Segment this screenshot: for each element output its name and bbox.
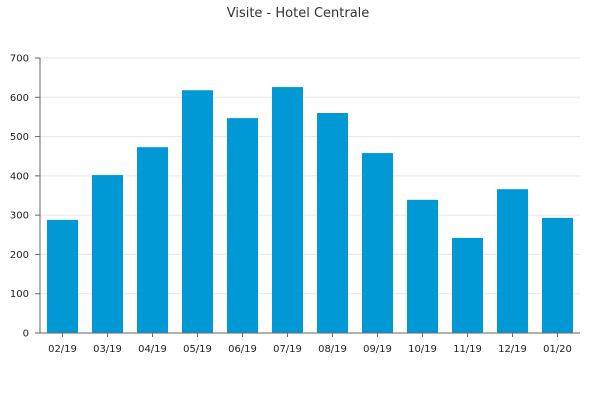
y-tick-label: 700 bbox=[10, 54, 29, 65]
bar-04-19 bbox=[137, 147, 168, 333]
bar-03-19 bbox=[92, 175, 123, 333]
bar-12-19 bbox=[497, 189, 528, 333]
bar-07-19 bbox=[272, 87, 303, 333]
y-axis-tick-labels: 0 100 200 300 400 500 600 700 bbox=[10, 54, 29, 340]
bar-02-19 bbox=[47, 219, 78, 333]
y-tick-label: 100 bbox=[10, 289, 29, 300]
x-tick-label: 10/19 bbox=[408, 344, 437, 355]
x-tick-label: 01/20 bbox=[543, 344, 572, 355]
x-tick-label: 07/19 bbox=[273, 344, 302, 355]
bars bbox=[47, 87, 573, 333]
y-tick-label: 400 bbox=[10, 171, 29, 182]
x-tick-label: 02/19 bbox=[48, 344, 77, 355]
bar-06-19 bbox=[227, 118, 258, 333]
y-tick-label: 600 bbox=[10, 93, 29, 104]
bar-01-20 bbox=[542, 217, 573, 333]
gridlines bbox=[40, 57, 580, 295]
y-tick-label: 300 bbox=[10, 211, 29, 222]
axes bbox=[35, 57, 580, 337]
y-tick-label: 0 bbox=[23, 329, 29, 340]
y-tick-label: 200 bbox=[10, 250, 29, 261]
x-axis-tick-labels: 02/19 03/19 04/19 05/19 06/19 07/19 08/19 09/19… bbox=[48, 344, 572, 355]
bar-10-19 bbox=[407, 199, 438, 333]
x-tick-label: 06/19 bbox=[228, 344, 257, 355]
x-tick-label: 04/19 bbox=[138, 344, 167, 355]
y-tick-label: 500 bbox=[10, 132, 29, 143]
x-tick-label: 08/19 bbox=[318, 344, 347, 355]
x-tick-label: 11/19 bbox=[453, 344, 482, 355]
x-tick-label: 05/19 bbox=[183, 344, 212, 355]
bar-11-19 bbox=[452, 237, 483, 333]
bar-05-19 bbox=[182, 90, 213, 333]
chart-title: Visite - Hotel Centrale bbox=[227, 6, 370, 21]
x-tick-label: 12/19 bbox=[498, 344, 527, 355]
bar-09-19 bbox=[362, 153, 393, 333]
x-tick-label: 09/19 bbox=[363, 344, 392, 355]
bar-08-19 bbox=[317, 113, 348, 333]
x-tick-label: 03/19 bbox=[93, 344, 122, 355]
